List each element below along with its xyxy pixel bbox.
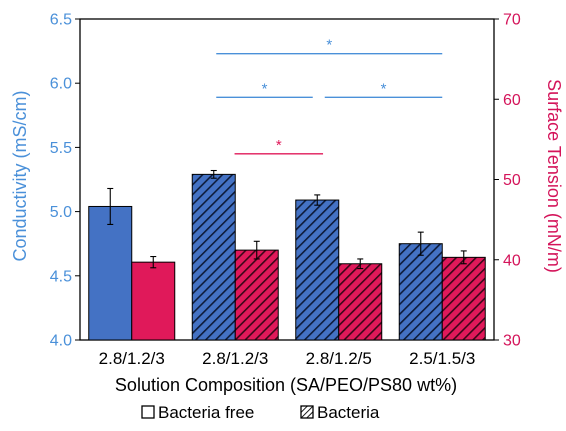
y-right-tick-label: 40 <box>503 252 521 269</box>
y-left-tick-label: 5.0 <box>50 204 72 221</box>
bar <box>191 173 236 341</box>
y-left-tick-label: 6.0 <box>50 76 72 93</box>
significance-star: * <box>276 137 282 154</box>
legend-label-bacteria-free: Bacteria free <box>158 403 254 422</box>
significance-star: * <box>326 37 332 54</box>
y-left-tick-label: 5.5 <box>50 140 72 157</box>
x-axis-title: Solution Composition (SA/PEO/PS80 wt%) <box>115 375 457 395</box>
x-tick-label: 2.8/1.2/3 <box>202 349 268 368</box>
bar <box>398 243 443 341</box>
bar <box>131 261 176 341</box>
x-tick-label: 2.8/1.2/3 <box>99 349 165 368</box>
legend-label-bacteria: Bacteria <box>317 403 380 422</box>
legend-swatch-bacteria-free <box>141 405 155 419</box>
significance-star: * <box>262 80 268 97</box>
x-tick-label: 2.8/1.2/5 <box>306 349 372 368</box>
y-left-tick-label: 6.5 <box>50 12 72 29</box>
y-left-tick-label: 4.0 <box>50 333 72 350</box>
y-axis-left-title: Conductivity (mS/cm) <box>10 90 30 261</box>
y-right-tick-label: 60 <box>503 92 521 109</box>
legend: Bacteria free Bacteria <box>141 403 380 422</box>
significance-star: * <box>381 80 387 97</box>
y-axis-right-title: Surface Tension (mN/m) <box>544 79 564 273</box>
bar <box>88 205 133 341</box>
y-right-tick-label: 50 <box>503 172 521 189</box>
bar <box>234 249 279 341</box>
y-right-tick-label: 30 <box>503 333 521 350</box>
y-right-tick-label: 70 <box>503 12 521 29</box>
bar <box>441 256 486 341</box>
y-left-tick-label: 4.5 <box>50 268 72 285</box>
bar <box>295 199 340 341</box>
bar <box>338 263 383 341</box>
x-tick-label: 2.5/1.5/3 <box>409 349 475 368</box>
legend-swatch-bacteria <box>300 405 314 419</box>
